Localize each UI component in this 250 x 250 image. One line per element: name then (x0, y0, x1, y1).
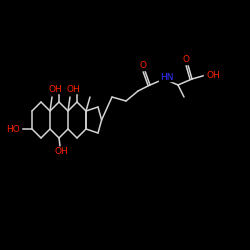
Polygon shape (5, 125, 21, 133)
Text: O: O (182, 54, 190, 64)
Text: OH: OH (48, 84, 62, 94)
Polygon shape (159, 73, 173, 81)
Text: HO: HO (6, 124, 20, 134)
Text: OH: OH (66, 84, 80, 94)
Text: HN: HN (160, 72, 174, 82)
Text: OH: OH (206, 70, 220, 80)
Text: OH: OH (54, 146, 68, 156)
Polygon shape (54, 147, 68, 155)
Polygon shape (204, 71, 220, 79)
Polygon shape (182, 56, 192, 64)
Polygon shape (139, 62, 149, 70)
Polygon shape (66, 85, 80, 93)
Polygon shape (48, 85, 62, 93)
Text: O: O (140, 60, 146, 70)
